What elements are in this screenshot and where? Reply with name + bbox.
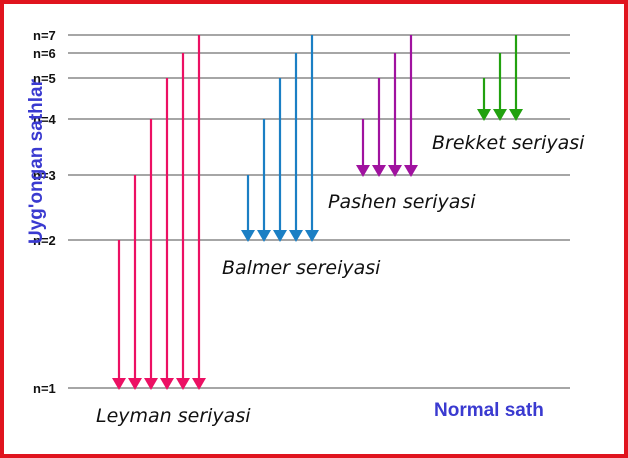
energy-level-label: n=4 (33, 112, 57, 127)
energy-level-label: n=5 (33, 71, 56, 86)
series-labels: Leyman seriyasi Balmer sereiyasi Pashen se… (96, 132, 585, 427)
transition-arrow (273, 78, 287, 242)
energy-level-diagram: n=1 n=2 n=3 n=4 n=5 n=6 n=7 Leyman seriyasi Bal… (26, 28, 585, 427)
series-label: Balmer sereiyasi (222, 257, 381, 279)
transition-arrow (372, 78, 386, 177)
energy-level-label: n=7 (33, 28, 56, 43)
transition-arrow (160, 78, 174, 390)
transition-arrow (257, 119, 271, 242)
energy-level-labels: n=1 n=2 n=3 n=4 n=5 n=6 n=7 (33, 28, 57, 396)
transition-arrow (493, 53, 507, 121)
ground-level-label: Normal sath (434, 400, 544, 421)
transition-arrow (509, 35, 523, 121)
energy-level-lines (68, 34, 570, 389)
series-label: Pashen seriyasi (328, 191, 476, 213)
transition-arrow (128, 175, 142, 390)
transition-arrow (356, 119, 370, 177)
transition-arrow (477, 78, 491, 121)
energy-level-label: n=1 (33, 381, 56, 396)
transition-arrow (305, 35, 319, 242)
transition-arrow (176, 53, 190, 390)
energy-level-label: n=3 (33, 168, 56, 183)
transition-arrow (144, 119, 158, 390)
y-axis-title: Uyg'ongan sathlar (26, 78, 47, 244)
transition-arrow (289, 53, 303, 242)
transition-arrow (192, 35, 206, 390)
transition-arrow (241, 175, 255, 242)
energy-level-label: n=6 (33, 46, 56, 61)
transition-arrows (112, 35, 523, 390)
series-label: Brekket seriyasi (432, 132, 585, 154)
transition-arrow (112, 240, 126, 390)
energy-level-label: n=2 (33, 233, 56, 248)
transition-arrow (388, 53, 402, 177)
transition-arrow (404, 35, 418, 177)
series-label: Leyman seriyasi (96, 405, 251, 427)
